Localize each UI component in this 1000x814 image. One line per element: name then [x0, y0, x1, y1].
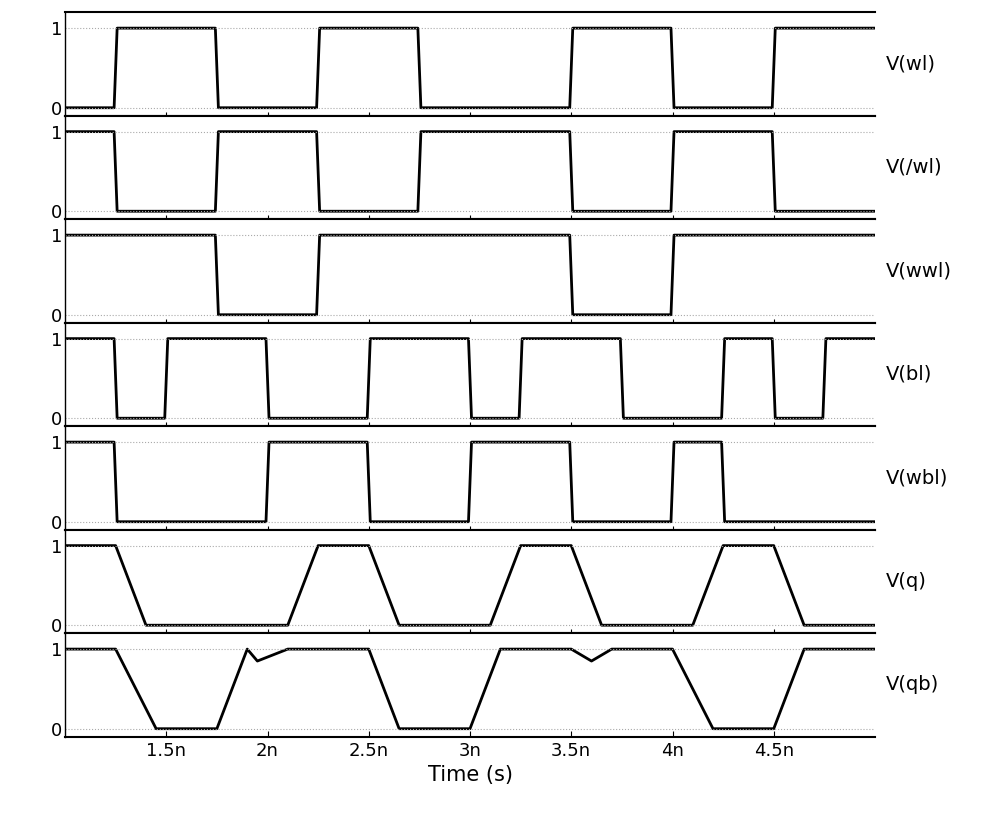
- Y-axis label: V(qb): V(qb): [886, 676, 939, 694]
- Y-axis label: V(wbl): V(wbl): [886, 468, 948, 488]
- Y-axis label: V(wl): V(wl): [886, 55, 936, 73]
- Y-axis label: V(bl): V(bl): [886, 365, 932, 384]
- Y-axis label: V(wwl): V(wwl): [886, 261, 952, 281]
- Y-axis label: V(/wl): V(/wl): [886, 158, 943, 177]
- X-axis label: Time (s): Time (s): [428, 765, 512, 785]
- Y-axis label: V(q): V(q): [886, 572, 927, 591]
